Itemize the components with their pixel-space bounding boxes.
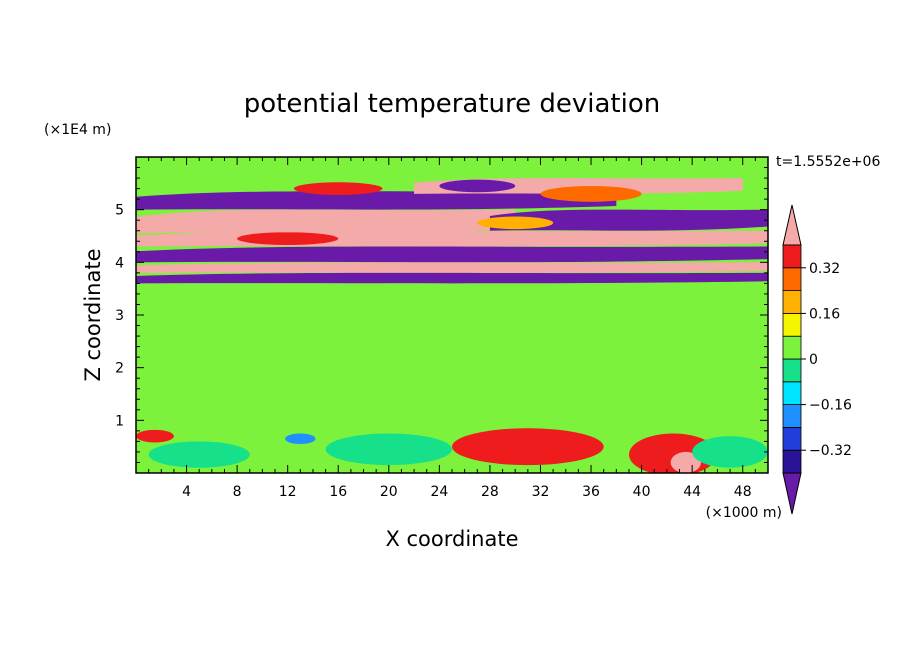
contour-band: [136, 167, 768, 181]
x-tick-label: 4: [182, 484, 191, 500]
x-tick-label: 40: [633, 484, 651, 500]
x-axis-label: X coordinate: [385, 527, 518, 551]
contour-blob: [670, 451, 702, 473]
colorbar-swatch: [782, 290, 802, 314]
x-tick-label: 24: [430, 484, 448, 500]
colorbar-swatch: [782, 358, 802, 383]
contour-blob: [285, 433, 316, 445]
colorbar-tick-label: 0.32: [809, 261, 840, 277]
x-axis: 4 8 12 16 20 24 28 32 36 40 44 48: [148, 157, 756, 500]
time-label: t=1.5552e+06: [776, 154, 880, 170]
contour-band: [136, 283, 768, 431]
x-tick-label: 8: [233, 484, 242, 500]
contour-band: [136, 246, 768, 263]
y-tick-label: 2: [115, 361, 124, 377]
colorbar-top-triangle: [782, 204, 802, 246]
colorbar-swatch: [782, 335, 802, 360]
x-tick-label: 32: [532, 484, 550, 500]
contour-band: [136, 262, 768, 273]
colorbar-swatch: [782, 426, 802, 451]
colorbar: 0.32 0.16 0 −0.16 −0.32: [782, 204, 852, 515]
x-tick-label: 36: [582, 484, 600, 500]
contour-field: [136, 157, 768, 473]
contour-blob: [477, 216, 554, 230]
x-tick-label: 28: [481, 484, 499, 500]
contour-blob: [540, 185, 642, 202]
y-tick-label: 5: [115, 203, 124, 219]
y-tick-label: 3: [115, 308, 124, 324]
contour-blob: [692, 436, 768, 468]
contour-blob: [325, 433, 452, 466]
x-tick-label: 48: [734, 484, 752, 500]
contour-blob: [452, 428, 604, 466]
contour-blob: [148, 441, 250, 468]
x-tick-label: 20: [380, 484, 398, 500]
colorbar-swatch: [782, 267, 802, 291]
y-tick-label: 4: [115, 255, 124, 271]
contour-blob: [439, 179, 516, 193]
x-tick-label: 16: [329, 484, 347, 500]
colorbar-tick-label: 0.16: [809, 306, 840, 322]
y-unit-label: (×1E4 m): [44, 122, 111, 138]
y-axis: 1 2 3 4 5: [115, 167, 768, 463]
chart-title: potential temperature deviation: [244, 89, 660, 119]
contour-blob: [136, 429, 174, 443]
contour-band: [489, 209, 768, 231]
colorbar-tick-label: −0.16: [809, 398, 852, 414]
y-tick-label: 1: [115, 413, 124, 429]
contour-blob: [294, 182, 383, 195]
x-tick-label: 44: [683, 484, 701, 500]
contour-band: [136, 191, 617, 210]
contour-band: [136, 230, 768, 247]
colorbar-tick-label: 0: [809, 352, 818, 368]
y-axis-label: Z coordinate: [81, 248, 105, 381]
colorbar-swatch: [782, 404, 802, 428]
colorbar-swatch: [782, 244, 802, 269]
colorbar-swatch: [782, 449, 802, 474]
contour-band: [136, 272, 768, 284]
contour-band: [136, 209, 516, 234]
colorbar-tick-label: −0.32: [809, 443, 852, 459]
colorbar-bottom-triangle: [782, 472, 802, 515]
contour-blob: [237, 232, 339, 245]
x-tick-label: 12: [279, 484, 297, 500]
x-unit-label: (×1000 m): [706, 505, 782, 521]
colorbar-swatch: [782, 381, 802, 405]
colorbar-swatch: [782, 312, 802, 337]
